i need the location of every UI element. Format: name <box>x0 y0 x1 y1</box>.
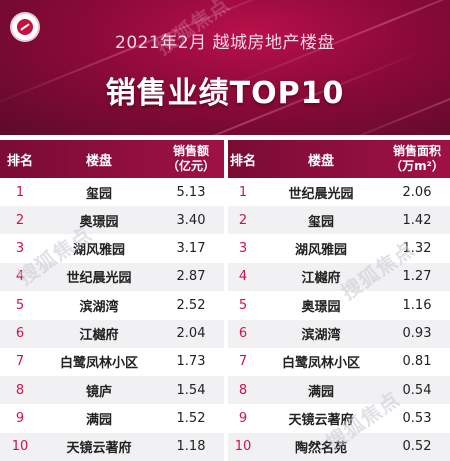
table-row: 6 滨湖湾 0.93 <box>228 319 450 348</box>
table-row: 9 满园 1.52 <box>0 404 224 432</box>
name-cell: 镜庐 <box>85 384 112 400</box>
table-row: 5 滨湖湾 2.52 <box>0 291 224 319</box>
value-cell: 3.40 <box>176 212 206 228</box>
col-rank-header: 排名 <box>6 153 33 169</box>
table-row: 9 天镜云著府 0.53 <box>228 404 450 432</box>
value-cell: 0.81 <box>402 354 432 370</box>
value-cell: 1.54 <box>176 382 206 398</box>
col-sales-header: 销售额 （亿元） <box>166 144 215 173</box>
rank-cell: 9 <box>238 410 248 426</box>
value-cell: 1.73 <box>176 354 206 370</box>
rank-cell: 8 <box>238 382 248 398</box>
col-rank-header: 排名 <box>229 153 256 169</box>
table-row: 5 奥璟园 1.16 <box>228 291 450 319</box>
left-table-header: 排名 楼盘 销售额 （亿元） <box>0 140 224 178</box>
rank-cell: 6 <box>238 326 248 341</box>
name-cell: 奥璟园 <box>79 214 119 230</box>
value-cell: 0.54 <box>402 382 432 398</box>
table-row: 10 天镜云著府 1.18 <box>0 432 224 461</box>
name-cell: 天镜云著府 <box>288 412 354 428</box>
rank-cell: 3 <box>15 241 25 257</box>
rank-cell: 5 <box>15 297 25 313</box>
value-cell: 0.52 <box>402 439 432 455</box>
value-cell: 2.87 <box>176 269 206 285</box>
name-cell: 湖风雅园 <box>72 243 125 259</box>
table-row: 4 世纪晨光园 2.87 <box>0 262 224 291</box>
rank-cell: 8 <box>15 382 25 398</box>
table-row: 2 玺园 1.42 <box>228 206 450 235</box>
name-cell: 江樾府 <box>79 328 119 343</box>
page-title: 销售业绩TOP10 <box>105 76 345 111</box>
col-area-header: 销售面积 （万m²） <box>390 144 444 173</box>
rank-cell: 5 <box>238 297 248 313</box>
table-row: 8 镜庐 1.54 <box>0 376 224 405</box>
rank-cell: 1 <box>238 184 248 200</box>
table-row: 7 白鹭凤林小区 0.81 <box>228 348 450 376</box>
table-row: 3 湖风雅园 1.32 <box>228 235 450 263</box>
table-row: 4 江樾府 1.27 <box>228 262 450 291</box>
brand-logo <box>12 14 38 40</box>
rank-cell: 2 <box>15 212 25 228</box>
name-cell: 天镜云著府 <box>66 441 132 457</box>
value-cell: 1.52 <box>176 410 206 426</box>
name-cell: 滨湖湾 <box>79 299 119 315</box>
value-cell: 0.93 <box>402 326 432 341</box>
table-row: 2 奥璟园 3.40 <box>0 206 224 235</box>
table-row: 6 江樾府 2.04 <box>0 319 224 348</box>
col-name-header: 楼盘 <box>307 153 334 169</box>
rank-cell: 10 <box>234 439 252 455</box>
name-cell: 陶然名苑 <box>294 441 347 457</box>
rank-cell: 9 <box>15 410 25 426</box>
name-cell: 玺园 <box>85 186 112 202</box>
table-row: 1 玺园 5.13 <box>0 178 224 206</box>
col-name-header: 楼盘 <box>85 153 112 169</box>
table-row: 3 湖风雅园 3.17 <box>0 235 224 263</box>
name-cell: 奥璟园 <box>301 299 341 315</box>
rank-cell: 7 <box>15 354 25 370</box>
name-cell: 玺园 <box>307 214 334 230</box>
name-cell: 世纪晨光园 <box>288 186 354 202</box>
value-cell: 1.42 <box>402 212 432 228</box>
name-cell: 江樾府 <box>301 271 341 287</box>
rank-cell: 4 <box>238 269 248 285</box>
name-cell: 白鹭凤林小区 <box>281 356 360 372</box>
page-subtitle: 2021年2月 越城房地产楼盘 <box>115 33 335 53</box>
name-cell: 白鹭凤林小区 <box>59 356 138 372</box>
rank-cell: 7 <box>238 354 248 370</box>
value-cell: 1.32 <box>402 241 432 257</box>
value-cell: 3.17 <box>176 241 206 257</box>
name-cell: 满园 <box>85 412 112 428</box>
name-cell: 滨湖湾 <box>301 328 341 343</box>
rank-cell: 10 <box>11 439 29 455</box>
name-cell: 湖风雅园 <box>294 243 347 259</box>
name-cell: 满园 <box>307 384 334 400</box>
value-cell: 0.53 <box>402 410 432 426</box>
value-cell: 5.13 <box>176 184 206 200</box>
table-row: 1 世纪晨光园 2.06 <box>228 178 450 206</box>
rank-cell: 4 <box>15 269 25 285</box>
rank-cell: 1 <box>15 184 25 200</box>
table-row: 7 白鹭凤林小区 1.73 <box>0 348 224 376</box>
value-cell: 2.06 <box>402 184 432 200</box>
value-cell: 1.27 <box>402 269 432 285</box>
value-cell: 2.04 <box>176 326 206 341</box>
name-cell: 世纪晨光园 <box>66 271 132 287</box>
table-row: 10 陶然名苑 0.52 <box>228 432 450 461</box>
value-cell: 2.52 <box>176 297 206 313</box>
value-cell: 1.16 <box>402 297 432 313</box>
header-banner: 2021年2月 越城房地产楼盘 销售业绩TOP10 <box>0 0 450 135</box>
rank-cell: 2 <box>238 212 248 228</box>
right-table-header: 排名 楼盘 销售面积 （万m²） <box>228 140 450 178</box>
value-cell: 1.18 <box>176 439 206 455</box>
table-row: 8 满园 0.54 <box>228 376 450 405</box>
rank-cell: 3 <box>238 241 248 257</box>
rank-cell: 6 <box>15 326 25 341</box>
